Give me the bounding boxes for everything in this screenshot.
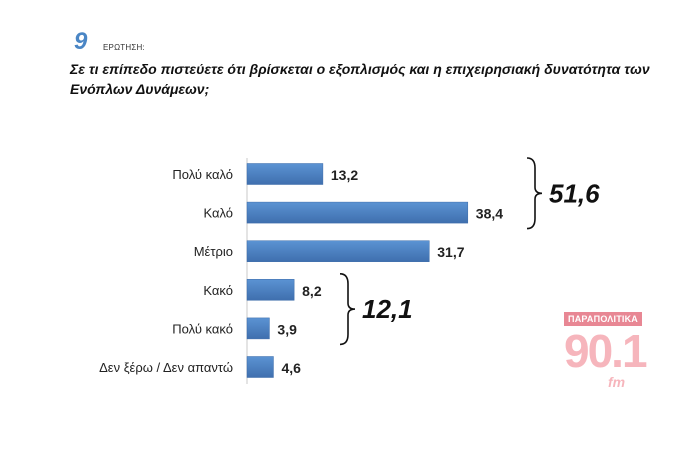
- value-label: 4,6: [281, 360, 301, 376]
- question-text: Σε τι επίπεδο πιστεύετε ότι βρίσκεται ο …: [70, 61, 650, 97]
- category-label: Δεν ξέρω / Δεν απαντώ: [99, 360, 233, 375]
- value-label: 13,2: [331, 167, 358, 183]
- category-label: Μέτριο: [194, 244, 233, 259]
- bar: [246, 201, 469, 224]
- question-number: 9: [74, 28, 88, 55]
- logo-number: 90.1: [564, 325, 648, 377]
- category-label: Κακό: [203, 283, 233, 298]
- radio-logo: ΠΑΡΑΠΟΛΙΤΙΚΑ 90.1 fm: [564, 312, 648, 404]
- group-bracket: [526, 157, 543, 230]
- value-label: 38,4: [476, 206, 503, 222]
- value-label: 31,7: [437, 244, 464, 260]
- group-bracket: [339, 273, 356, 346]
- logo-top-text: ΠΑΡΑΠΟΛΙΤΙΚΑ: [564, 312, 642, 326]
- question-label: ΕΡΩΤΗΣΗ:: [103, 43, 145, 52]
- bar: [246, 163, 324, 185]
- logo-suffix: fm: [608, 374, 626, 390]
- bar: [246, 279, 295, 301]
- category-label: Πολύ κακό: [172, 321, 233, 336]
- group-total-label: 51,6: [549, 178, 600, 208]
- bar: [246, 240, 430, 262]
- bar: [246, 356, 274, 378]
- group-total-label: 12,1: [362, 294, 413, 324]
- value-label: 3,9: [277, 321, 297, 337]
- bar: [246, 317, 270, 340]
- value-label: 8,2: [302, 283, 322, 299]
- category-label: Πολύ καλό: [172, 167, 233, 182]
- category-label: Καλό: [203, 206, 233, 221]
